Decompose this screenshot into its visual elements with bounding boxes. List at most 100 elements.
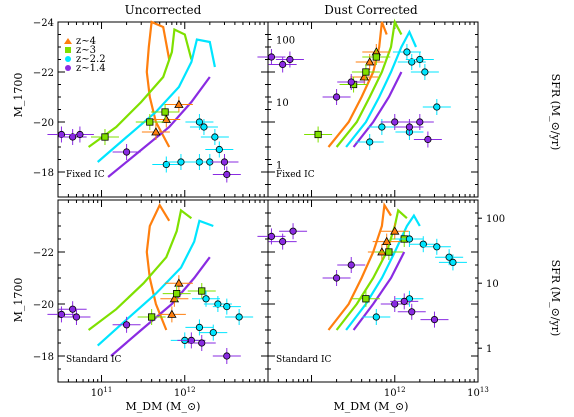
data-point <box>161 114 171 123</box>
legend-marker <box>65 65 71 71</box>
data-point <box>347 261 355 269</box>
data-point <box>187 336 195 344</box>
ic-annotation: Fixed IC <box>66 170 105 180</box>
y-tick-label: −24 <box>33 18 54 29</box>
model-curve-z~2.2 <box>96 38 216 163</box>
data-point <box>332 274 341 282</box>
panel-1: −18 −20 −22 −24 1 10 100 Fixed IC z~4z~3z~2.2z~1… <box>33 18 295 198</box>
data-point <box>347 78 355 86</box>
y-tick-label: −22 <box>33 68 54 79</box>
data-point <box>195 118 204 126</box>
model-curve-z~1.4 <box>110 256 211 357</box>
y-axis-label-bottom: M_1700 <box>12 278 25 323</box>
data-point <box>235 313 243 321</box>
legend-marker <box>64 38 72 44</box>
data-point <box>162 160 170 169</box>
panel-3: −18 −20 −22 1011 1012 Standard IC <box>33 199 269 399</box>
legend-label: z~1.4 <box>76 63 106 74</box>
data-point <box>416 118 424 126</box>
data-point <box>76 130 84 139</box>
data-point <box>223 302 231 311</box>
model-curve-z~1.4 <box>352 71 403 148</box>
data-point <box>445 253 453 261</box>
model-curve-z~4 <box>145 20 171 148</box>
y-tick-label: −22 <box>33 248 54 259</box>
data-point <box>408 308 416 316</box>
data-point <box>146 118 154 126</box>
sfr-tick-label: 10 <box>276 98 289 109</box>
data-point <box>122 148 131 156</box>
data-point <box>286 55 294 64</box>
ic-annotation: Fixed IC <box>276 170 315 180</box>
data-point <box>173 289 181 298</box>
sfr-tick-label: 1 <box>486 344 492 355</box>
y-tick-label: −20 <box>33 300 54 311</box>
data-point <box>177 158 185 166</box>
data-point <box>424 135 432 144</box>
y-tick-label: −18 <box>33 352 54 363</box>
legend-label: z~3 <box>76 45 96 56</box>
data-point <box>416 55 424 64</box>
data-point <box>214 300 222 308</box>
data-point <box>198 287 206 295</box>
panel-4: 1012 1013 1 10 100 Standard IC <box>257 199 505 399</box>
data-point <box>385 248 393 256</box>
data-point <box>433 103 441 111</box>
sfr-tick-label: 100 <box>486 214 505 225</box>
data-point <box>211 133 219 141</box>
model-curve-z~1.4 <box>107 76 211 178</box>
model-curve-z~4 <box>145 202 171 331</box>
data-point <box>400 297 408 305</box>
y-tick-label: −18 <box>33 168 54 179</box>
data-point <box>365 57 375 66</box>
data-point <box>161 108 169 116</box>
data-point <box>289 227 297 235</box>
data-point <box>69 305 77 313</box>
data-point <box>174 278 184 287</box>
data-point <box>151 127 161 136</box>
sfr-tick-label: 100 <box>276 36 295 47</box>
data-point <box>101 133 109 141</box>
ic-annotation: Standard IC <box>276 355 332 365</box>
model-curve-z~3 <box>335 208 408 331</box>
data-point <box>421 68 429 76</box>
data-point <box>279 238 287 246</box>
data-point <box>419 240 427 248</box>
data-point <box>200 123 208 131</box>
data-point <box>408 58 416 66</box>
model-curve-z~2.2 <box>345 29 418 148</box>
data-point <box>215 145 223 154</box>
legend-label: z~4 <box>76 36 96 47</box>
x-tick-label: 1012 <box>384 386 406 399</box>
data-point <box>449 258 457 266</box>
data-point <box>362 68 370 76</box>
y-axis-label-top: M_1700 <box>12 73 25 118</box>
data-point <box>69 133 77 141</box>
sfr-axis-label-bottom: SFR (M_⊙/yr) <box>549 260 562 337</box>
column-title-right: Dust Corrected <box>324 3 418 17</box>
x-axis-label-left: M_DM (M_⊙) <box>126 400 201 413</box>
data-point <box>57 130 66 139</box>
data-point <box>57 310 66 318</box>
x-tick-label: 1013 <box>467 386 489 399</box>
data-point <box>122 321 131 329</box>
data-point <box>403 48 411 56</box>
data-point <box>167 309 177 318</box>
data-point <box>405 235 414 243</box>
data-point <box>220 158 229 166</box>
data-point <box>195 323 204 331</box>
model-curve-z~3 <box>87 208 193 331</box>
data-point <box>314 130 322 139</box>
sfr-tick-label: 1 <box>276 161 282 172</box>
model-curve-z~3 <box>335 18 403 148</box>
data-point <box>332 93 341 101</box>
data-point <box>372 53 380 61</box>
column-title-left: Uncorrected <box>125 3 202 17</box>
data-point <box>148 313 156 321</box>
legend-marker <box>65 47 71 53</box>
ic-annotation: Standard IC <box>66 355 122 365</box>
data-point <box>430 315 439 324</box>
data-point <box>279 60 287 69</box>
sfr-axis-label-top: SFR (M_⊙/yr) <box>549 74 562 151</box>
panel-2: Fixed IC <box>257 18 479 198</box>
